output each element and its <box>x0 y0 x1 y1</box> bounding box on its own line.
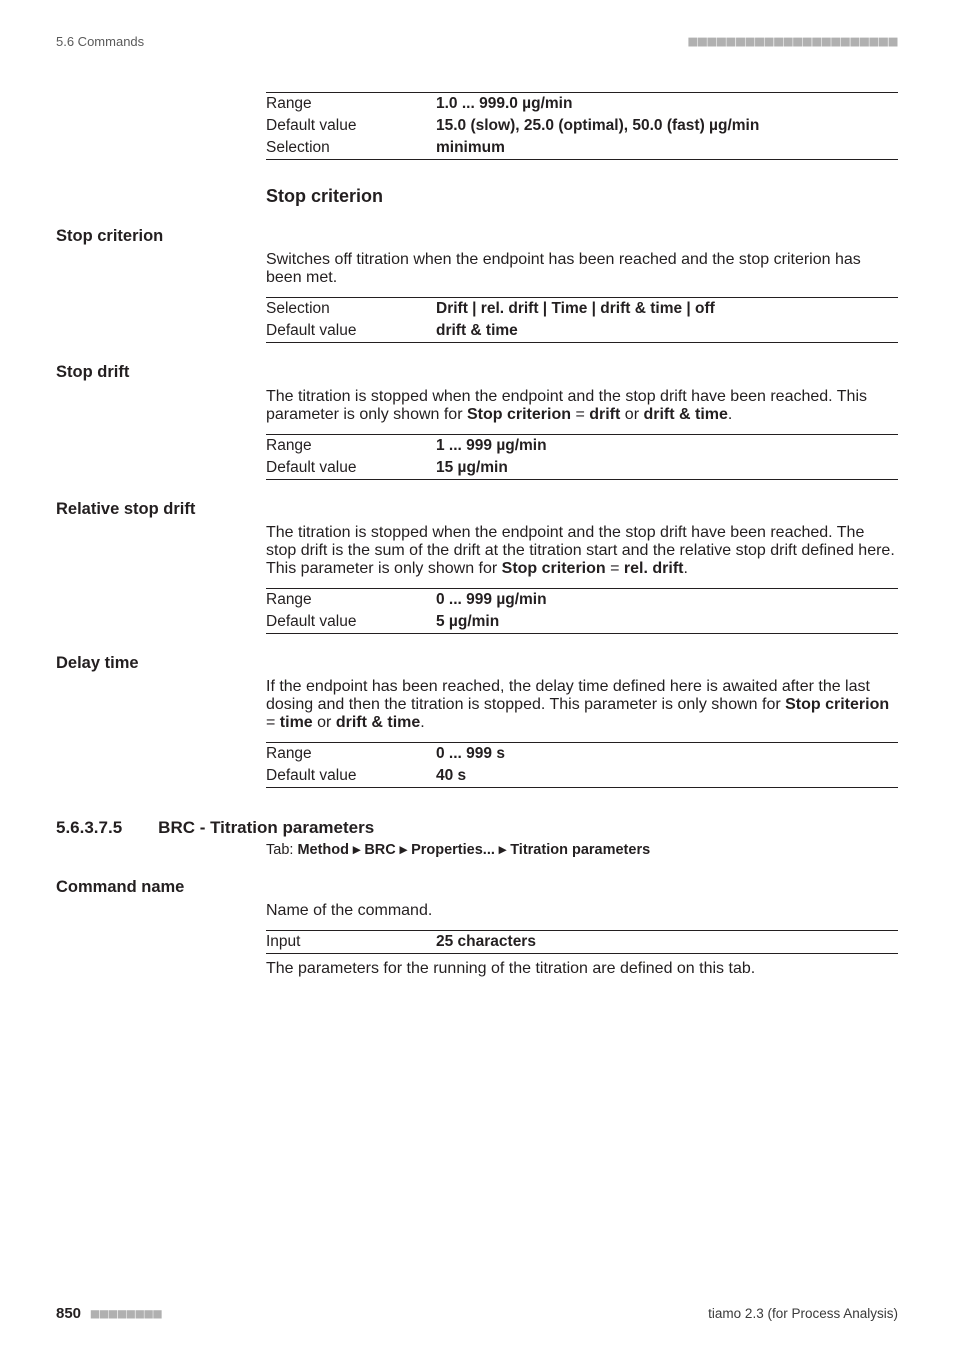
desc-text: . <box>683 560 687 577</box>
stop-criterion-table: Selection Drift | rel. drift | Time | dr… <box>266 297 898 343</box>
kv-val: 0 ... 999 s <box>436 745 898 763</box>
delay-time-desc: If the endpoint has been reached, the de… <box>266 678 898 732</box>
desc-text: = <box>571 406 589 423</box>
kv-key: Default value <box>266 767 436 785</box>
tab-prefix: Tab: <box>266 842 297 858</box>
header-section: 5.6 Commands <box>56 34 144 49</box>
stop-drift-table: Range 1 ... 999 µg/min Default value 15 … <box>266 434 898 480</box>
kv-key: Range <box>266 95 436 113</box>
desc-bold: Stop criterion <box>467 406 571 423</box>
kv-val: 40 s <box>436 767 898 785</box>
kv-val: 25 characters <box>436 933 898 951</box>
table-row: Range 0 ... 999 µg/min <box>266 589 898 611</box>
section-title: BRC - Titration parameters <box>158 818 374 838</box>
table-row: Default value drift & time <box>266 320 898 342</box>
table-row: Range 1 ... 999 µg/min <box>266 435 898 457</box>
top-kv-table: Range 1.0 ... 999.0 µg/min Default value… <box>266 92 898 160</box>
desc-bold: drift & time <box>336 714 420 731</box>
command-name-label: Command name <box>56 874 266 898</box>
desc-bold: drift <box>589 406 620 423</box>
kv-val: drift & time <box>436 322 898 340</box>
table-row: Default value 15.0 (slow), 25.0 (optimal… <box>266 115 898 137</box>
footer-product: tiamo 2.3 (for Process Analysis) <box>708 1306 898 1321</box>
stop-criterion-desc: Switches off titration when the endpoint… <box>266 251 898 287</box>
kv-val: 0 ... 999 µg/min <box>436 591 898 609</box>
table-row: Default value 40 s <box>266 765 898 787</box>
kv-key: Default value <box>266 613 436 631</box>
kv-val: 5 µg/min <box>436 613 898 631</box>
desc-text: or <box>313 714 336 731</box>
desc-bold: Stop criterion <box>502 560 606 577</box>
page-number: 850 <box>56 1305 81 1322</box>
tab-path: Tab: Method ▸ BRC ▸ Properties... ▸ Titr… <box>266 842 898 858</box>
table-row: Input 25 characters <box>266 931 898 953</box>
kv-val: 15.0 (slow), 25.0 (optimal), 50.0 (fast)… <box>436 117 898 135</box>
kv-val: 1 ... 999 µg/min <box>436 437 898 455</box>
desc-bold: rel. drift <box>624 560 684 577</box>
kv-key: Selection <box>266 300 436 318</box>
kv-key: Default value <box>266 117 436 135</box>
stop-drift-label: Stop drift <box>56 359 266 383</box>
delay-time-table: Range 0 ... 999 s Default value 40 s <box>266 742 898 788</box>
relative-stop-drift-label: Relative stop drift <box>56 496 266 520</box>
kv-val: 1.0 ... 999.0 µg/min <box>436 95 898 113</box>
kv-key: Range <box>266 745 436 763</box>
kv-key: Input <box>266 933 436 951</box>
command-name-trailing: The parameters for the running of the ti… <box>266 960 898 978</box>
relative-stop-drift-desc: The titration is stopped when the endpoi… <box>266 524 898 578</box>
kv-val: Drift | rel. drift | Time | drift & time… <box>436 300 898 318</box>
stop-criterion-heading: Stop criterion <box>266 186 898 207</box>
section-number: 5.6.3.7.5 <box>56 818 122 838</box>
table-row: Range 0 ... 999 s <box>266 743 898 765</box>
stop-drift-desc: The titration is stopped when the endpoi… <box>266 388 898 424</box>
desc-text: . <box>728 406 732 423</box>
command-name-desc: Name of the command. <box>266 902 898 920</box>
stop-criterion-label: Stop criterion <box>56 223 266 247</box>
desc-text: . <box>420 714 424 731</box>
header-dashes: ■■■■■■■■■■■■■■■■■■■■■■ <box>688 32 898 50</box>
tab-path-bold: Method ▸ BRC ▸ Properties... ▸ Titration… <box>297 842 650 858</box>
kv-key: Selection <box>266 139 436 157</box>
desc-bold: time <box>280 714 313 731</box>
table-row: Range 1.0 ... 999.0 µg/min <box>266 93 898 115</box>
relative-stop-drift-table: Range 0 ... 999 µg/min Default value 5 µ… <box>266 588 898 634</box>
delay-time-label: Delay time <box>56 650 266 674</box>
footer-dashes: ■■■■■■■■ <box>91 1306 162 1322</box>
desc-text: = <box>266 714 280 731</box>
table-row: Selection minimum <box>266 137 898 159</box>
kv-val: minimum <box>436 139 898 157</box>
table-row: Selection Drift | rel. drift | Time | dr… <box>266 298 898 320</box>
kv-val: 15 µg/min <box>436 459 898 477</box>
desc-text: = <box>606 560 624 577</box>
desc-bold: drift & time <box>643 406 727 423</box>
kv-key: Default value <box>266 459 436 477</box>
kv-key: Default value <box>266 322 436 340</box>
kv-key: Range <box>266 591 436 609</box>
desc-text: or <box>620 406 643 423</box>
table-row: Default value 15 µg/min <box>266 457 898 479</box>
table-row: Default value 5 µg/min <box>266 611 898 633</box>
desc-text: If the endpoint has been reached, the de… <box>266 678 870 713</box>
command-name-table: Input 25 characters <box>266 930 898 954</box>
kv-key: Range <box>266 437 436 455</box>
desc-bold: Stop criterion <box>785 696 889 713</box>
